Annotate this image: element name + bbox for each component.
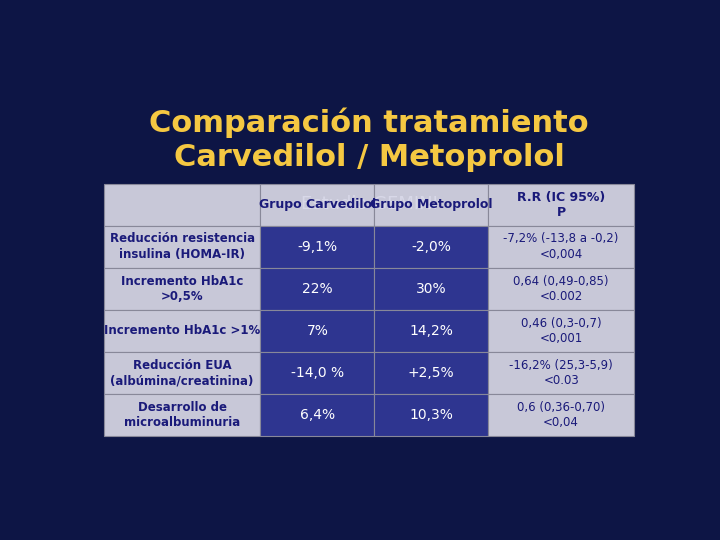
Bar [261, 268, 374, 310]
Bar [374, 352, 488, 394]
Bar [104, 394, 261, 436]
Bar [374, 184, 488, 226]
Text: 6,4%: 6,4% [300, 408, 335, 422]
Bar [261, 226, 374, 268]
Text: 0,64 (0,49-0,85)
<0.002: 0,64 (0,49-0,85) <0.002 [513, 274, 609, 303]
Text: Reducción resistencia
insulina (HOMA-IR): Reducción resistencia insulina (HOMA-IR) [109, 232, 255, 261]
Text: -2,0%: -2,0% [411, 240, 451, 254]
Bar [374, 394, 488, 436]
Text: +2,5%: +2,5% [408, 366, 454, 380]
Text: Reducción EUA
(albúmina/creatinina): Reducción EUA (albúmina/creatinina) [110, 359, 254, 387]
Text: 22%: 22% [302, 282, 333, 296]
Bar [104, 226, 261, 268]
Bar [488, 184, 634, 226]
Bar [104, 184, 261, 226]
Text: 30%: 30% [416, 282, 446, 296]
Text: -14,0 %: -14,0 % [291, 366, 344, 380]
Text: 0,46 (0,3-0,7)
<0,001: 0,46 (0,3-0,7) <0,001 [521, 316, 601, 345]
Bar [104, 310, 261, 352]
Text: Incremento HbA1c >1%: Incremento HbA1c >1% [104, 325, 260, 338]
Text: Grupo Metoprolol: Grupo Metoprolol [370, 198, 492, 212]
Text: 10,3%: 10,3% [410, 408, 453, 422]
Text: 7%: 7% [307, 324, 328, 338]
Text: Estudio GEMINI: Estudio GEMINI [300, 195, 438, 213]
Text: Incremento HbA1c
>0,5%: Incremento HbA1c >0,5% [121, 274, 243, 303]
Bar [374, 226, 488, 268]
Text: 14,2%: 14,2% [410, 324, 453, 338]
Bar [488, 352, 634, 394]
Text: -7,2% (-13,8 a -0,2)
<0,004: -7,2% (-13,8 a -0,2) <0,004 [503, 232, 619, 261]
Bar [488, 310, 634, 352]
Text: Grupo Carvedilol: Grupo Carvedilol [258, 198, 376, 212]
Bar [488, 394, 634, 436]
Bar [261, 352, 374, 394]
Bar [261, 394, 374, 436]
Bar [104, 352, 261, 394]
Text: 0,6 (0,36-0,70)
<0,04: 0,6 (0,36-0,70) <0,04 [517, 401, 606, 429]
Text: Comparación tratamiento
Carvedilol / Metoprolol: Comparación tratamiento Carvedilol / Met… [149, 107, 589, 172]
Bar [488, 226, 634, 268]
Text: -9,1%: -9,1% [297, 240, 338, 254]
Bar [261, 184, 374, 226]
Bar [104, 268, 261, 310]
Bar [488, 268, 634, 310]
Text: Desarrollo de
microalbuminuria: Desarrollo de microalbuminuria [124, 401, 240, 429]
Bar [374, 268, 488, 310]
Bar [374, 310, 488, 352]
Text: R.R (IC 95%)
P: R.R (IC 95%) P [517, 191, 606, 219]
Bar [261, 310, 374, 352]
Text: -16,2% (25,3-5,9)
<0.03: -16,2% (25,3-5,9) <0.03 [509, 359, 613, 387]
